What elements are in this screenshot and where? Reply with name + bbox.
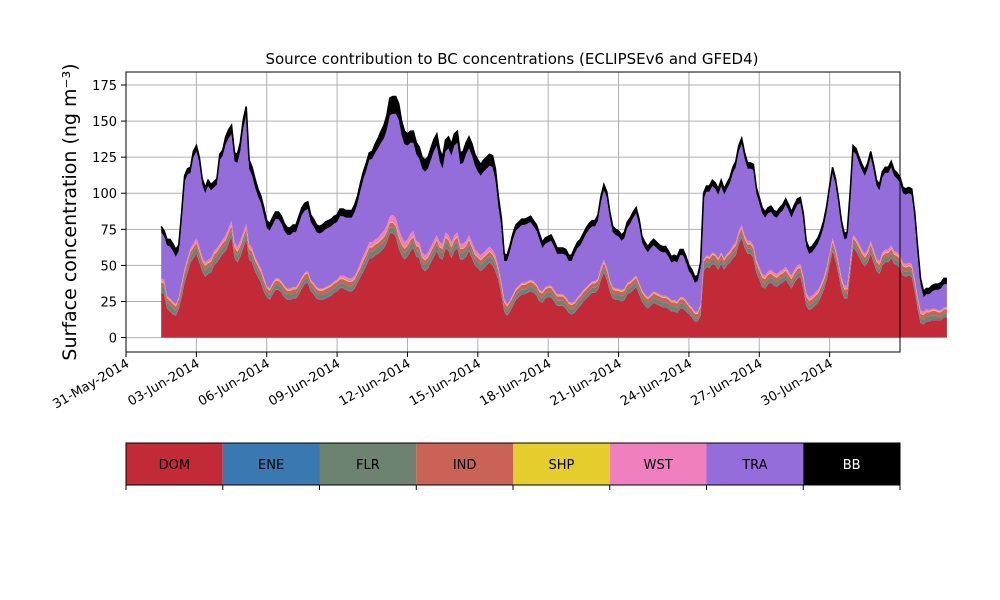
y-tick-label: 0	[109, 332, 117, 347]
legend-swatch-shp	[513, 443, 610, 485]
x-tick-label: 24-Jun-2014	[618, 356, 695, 409]
area-series-dom	[161, 233, 947, 338]
y-tick-label: 175	[92, 79, 117, 94]
chart-title: Source contribution to BC concentrations…	[265, 50, 758, 68]
y-tick-label: 150	[92, 115, 117, 130]
colorbar-legend: DOM ENE FLR IND SHP WST TRA BB	[125, 442, 901, 490]
area-series-tra	[161, 113, 947, 312]
total-line	[160, 95, 947, 293]
x-tick-label: 15-Jun-2014	[407, 356, 484, 409]
legend-swatch-wst	[609, 443, 707, 485]
legend-label-tra: TRA	[741, 458, 767, 473]
x-tick-label: 12-Jun-2014	[337, 356, 414, 409]
legend-swatch-flr	[319, 443, 417, 485]
x-tick-label: 30-Jun-2014	[759, 356, 836, 409]
y-axis-label: Surface concentration (ng m⁻³)	[59, 63, 81, 360]
legend-swatch-dom	[126, 443, 223, 485]
legend-label-dom: DOM	[159, 458, 190, 473]
x-tick-label: 18-Jun-2014	[477, 356, 554, 409]
area-series-flr	[161, 227, 947, 324]
y-tick-label: 25	[100, 295, 117, 310]
area-series-ind	[161, 222, 947, 320]
x-tick-label: 31-May-2014	[50, 356, 132, 412]
legend-label-wst: WST	[644, 458, 673, 473]
plot-frame	[125, 71, 901, 353]
x-tick-label: 21-Jun-2014	[548, 356, 625, 409]
legend-swatch-ind	[416, 443, 513, 485]
legend-label-flr: FLR	[356, 458, 380, 473]
legend-label-shp: SHP	[548, 458, 574, 473]
x-tick-label: 06-Jun-2014	[196, 356, 273, 409]
x-tick-label: 03-Jun-2014	[126, 356, 203, 409]
legend-label-ind: IND	[453, 458, 477, 473]
y-tick-label: 75	[100, 223, 117, 238]
y-tick-label: 100	[92, 187, 117, 202]
y-tick-label: 50	[100, 259, 117, 274]
legend-swatch-tra	[706, 443, 804, 485]
x-tick-label: 09-Jun-2014	[266, 356, 343, 409]
legend-swatch-ene	[222, 443, 320, 485]
legend-label-ene: ENE	[258, 458, 284, 473]
y-tick-label: 125	[92, 151, 117, 166]
x-tick-label: 27-Jun-2014	[688, 356, 765, 409]
legend-swatch-bb	[803, 443, 900, 485]
plot-area: 0 25 50 75 100 125 150 175 31-May-201403-Jun-201…	[50, 63, 947, 412]
legend-label-bb: BB	[843, 458, 861, 473]
